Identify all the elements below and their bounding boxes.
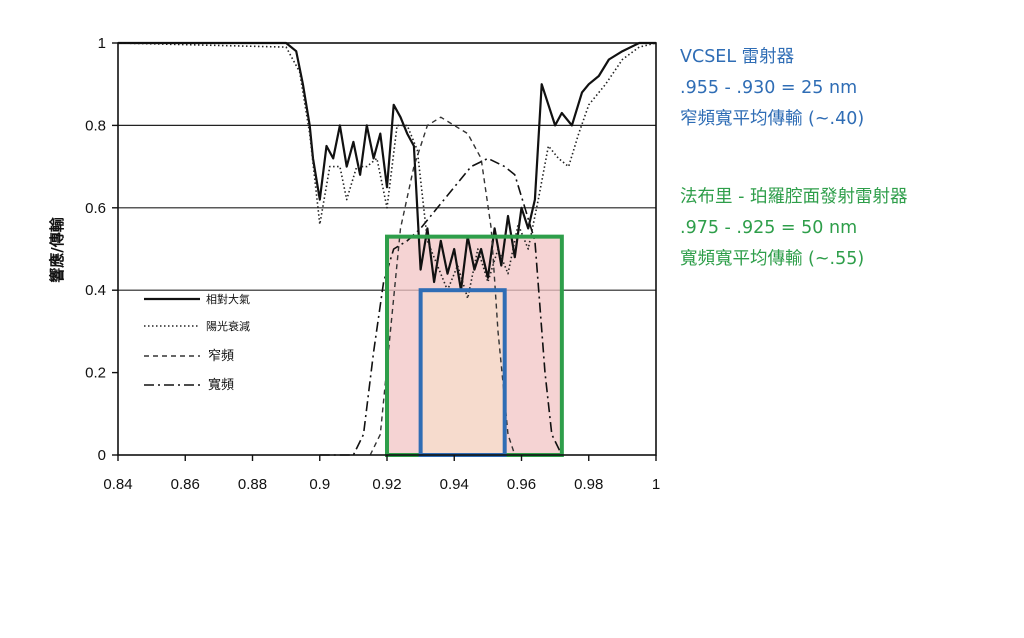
legend-label-0: 相對大氣	[206, 292, 250, 306]
y-tick-label: 0.6	[85, 200, 106, 217]
series-lines	[117, 41, 657, 458]
fabry-perot-annotation: 法布里 - 珀羅腔面發射雷射器 .975 - .925 = 50 nm 寬頻寬平…	[680, 182, 907, 275]
x-tick-label: 0.94	[440, 476, 469, 493]
series-line-2	[369, 116, 516, 456]
y-tick-label: 0.8	[85, 117, 106, 134]
x-tick-label: 0.96	[507, 476, 536, 493]
vcsel-band-fill	[420, 290, 505, 455]
wavelength-bands	[387, 236, 562, 455]
series-line-1	[117, 42, 657, 300]
x-tick-label: 0.88	[238, 476, 267, 493]
response-chart: 0.84 0.86 0.88 0.9 0.92 0.94 0.96 0.98 1 0 0.2 0.4…	[48, 35, 660, 493]
fabry-perot-average: 寬頻寬平均傳輸 (~.55)	[680, 249, 865, 269]
y-tick-label: 0.2	[85, 365, 106, 382]
series-line-0	[118, 41, 656, 292]
y-axis-label: 響應/傳輸	[48, 216, 66, 282]
vcsel-range: .955 - .930 = 25 nm	[680, 78, 858, 98]
x-tick-label: 1	[652, 476, 660, 493]
vcsel-title: VCSEL 雷射器	[680, 47, 795, 67]
vcsel-annotation: VCSEL 雷射器 .955 - .930 = 25 nm 窄頻寬平均傳輸 (~…	[680, 42, 864, 135]
x-tick-label: 0.98	[574, 476, 603, 493]
fabry-perot-range: .975 - .925 = 50 nm	[680, 218, 858, 238]
fabry-perot-title: 法布里 - 珀羅腔面發射雷射器	[680, 187, 908, 207]
vcsel-average: 窄頻寬平均傳輸 (~.40)	[680, 109, 865, 129]
x-tick-label: 0.84	[103, 476, 132, 493]
x-tick-label: 0.9	[309, 476, 330, 493]
x-axis-ticks: 0.84 0.86 0.88 0.9 0.92 0.94 0.96 0.98 1	[103, 455, 660, 493]
x-tick-label: 0.86	[171, 476, 200, 493]
legend-label-1: 陽光衰減	[206, 319, 250, 333]
legend-label-2: 窄頻	[208, 348, 234, 364]
y-tick-label: 0	[98, 447, 106, 464]
y-tick-label: 0.4	[85, 282, 106, 299]
y-tick-label: 1	[98, 35, 106, 52]
x-tick-label: 0.92	[372, 476, 401, 493]
legend-label-3: 寬頻	[208, 377, 234, 393]
y-axis-ticks: 0 0.2 0.4 0.6 0.8 1	[85, 35, 118, 464]
